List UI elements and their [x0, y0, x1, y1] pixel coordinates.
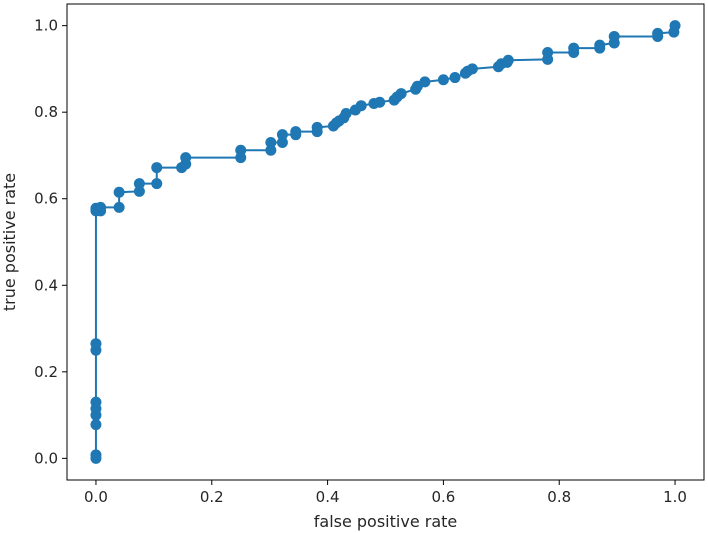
data-point [608, 30, 620, 42]
data-point [669, 20, 681, 32]
plot-area [66, 3, 705, 481]
data-point [594, 39, 606, 51]
y-tick-label: 0.0 [34, 449, 58, 467]
data-point [311, 121, 323, 133]
data-point [652, 27, 664, 39]
data-point [151, 162, 163, 174]
data-point [340, 107, 352, 119]
data-point [90, 338, 102, 350]
data-point [355, 100, 367, 112]
data-point [374, 96, 386, 108]
data-point [449, 72, 461, 84]
data-point [95, 201, 107, 213]
x-tick-label: 0.8 [547, 488, 571, 506]
data-point [180, 152, 192, 164]
data-point [265, 144, 277, 156]
y-tick-label: 1.0 [34, 17, 58, 35]
data-point [133, 185, 145, 197]
data-point [466, 63, 478, 75]
data-point [113, 201, 125, 213]
x-tick-label: 0.0 [84, 488, 108, 506]
y-tick-label: 0.6 [34, 190, 58, 208]
x-tick-label: 1.0 [663, 488, 687, 506]
data-point [542, 46, 554, 58]
data-point [90, 396, 102, 408]
data-point [265, 136, 277, 148]
data-point [419, 76, 431, 88]
data-point [90, 449, 102, 461]
data-point [90, 419, 102, 431]
data-point [502, 54, 514, 66]
data-point [133, 178, 145, 190]
x-tick-label: 0.6 [431, 488, 455, 506]
data-point [568, 42, 580, 54]
x-tick-label: 0.2 [200, 488, 224, 506]
x-axis: 0.0 0.2 0.4 0.6 0.8 1.0 [84, 480, 687, 506]
data-point [290, 126, 302, 138]
data-point [113, 186, 125, 198]
data-point [395, 88, 407, 100]
x-tick-label: 0.4 [316, 488, 340, 506]
data-point [276, 136, 288, 148]
y-tick-label: 0.2 [34, 363, 58, 381]
data-point [437, 74, 449, 86]
series-layer [90, 20, 681, 464]
y-axis: 0.0 0.2 0.4 0.6 0.8 1.0 [34, 17, 67, 467]
x-axis-label: false positive rate [314, 512, 458, 531]
y-axis-label: true positive rate [0, 173, 19, 311]
y-tick-label: 0.4 [34, 276, 58, 294]
data-point [276, 129, 288, 141]
y-tick-label: 0.8 [34, 103, 58, 121]
data-point [151, 178, 163, 190]
data-point [235, 144, 247, 156]
